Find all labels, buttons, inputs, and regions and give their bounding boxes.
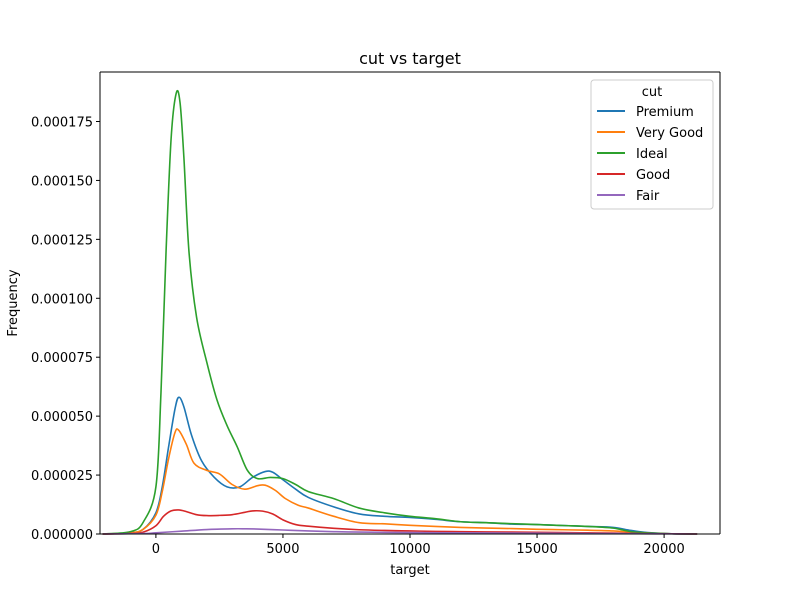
x-tick-label: 15000 [516,542,557,557]
y-tick-label: 0.000025 [31,469,93,484]
legend: cut Premium Very Good Ideal Good Fair [590,79,714,210]
x-tick-label: 20000 [643,542,684,557]
series-layer [102,89,698,535]
legend-items: Premium Very Good Ideal Good Fair [597,105,703,204]
y-tick-label: 0.000100 [31,292,93,307]
series-line-very-good [102,428,698,535]
series-line-ideal [102,89,698,535]
x-tick-label: 5000 [266,542,299,557]
y-tick-label: 0.000175 [31,116,93,131]
legend-label-premium: Premium [636,105,694,120]
y-tick-label: 0.000000 [31,528,93,543]
y-axis-label: Frequency [6,269,21,336]
chart-title: cut vs target [359,49,461,68]
y-axis-ticks: 0.000000 0.000025 0.000050 0.000075 0.000100… [31,116,100,543]
y-tick-label: 0.000075 [31,351,93,366]
x-tick-label: 0 [152,542,160,557]
x-axis-label: target [390,563,430,578]
x-axis-ticks: 0 5000 10000 15000 20000 [152,534,685,557]
legend-label-fair: Fair [636,189,660,204]
x-tick-label: 10000 [389,542,430,557]
legend-label-good: Good [636,168,670,183]
legend-title: cut [642,85,662,100]
legend-box [590,79,714,210]
y-tick-label: 0.000125 [31,233,93,248]
legend-label-ideal: Ideal [636,147,668,162]
y-tick-label: 0.000150 [31,174,93,189]
y-tick-label: 0.000050 [31,410,93,425]
legend-label-very-good: Very Good [636,126,703,141]
